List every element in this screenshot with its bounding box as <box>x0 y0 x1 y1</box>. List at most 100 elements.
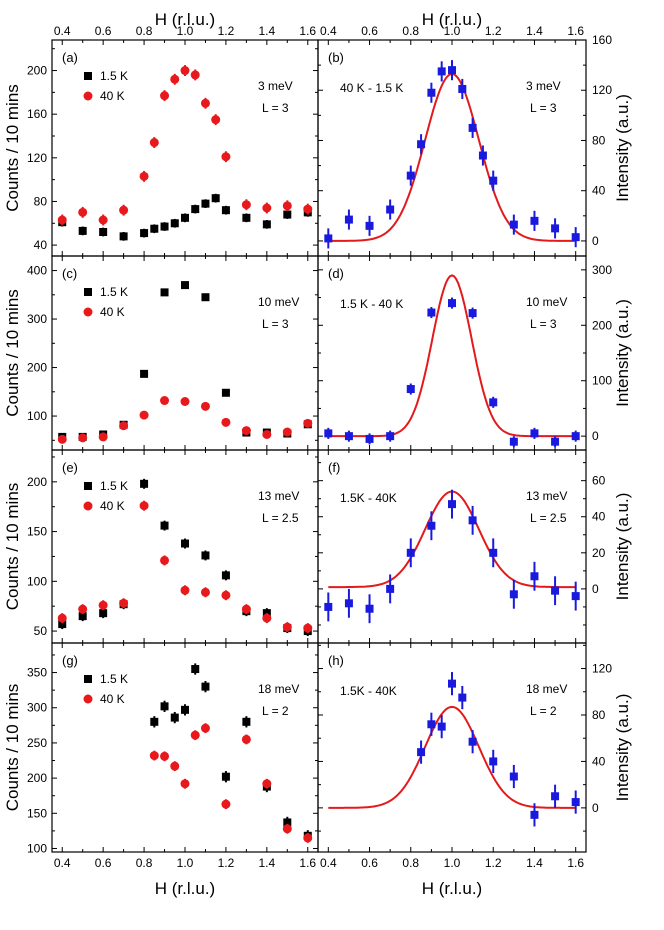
data-point <box>170 74 180 84</box>
panel-label: (c) <box>62 266 77 281</box>
l-label: L = 3 <box>530 317 557 331</box>
data-point <box>489 176 498 185</box>
y-tick-label: 150 <box>27 806 47 820</box>
data-point <box>365 604 374 613</box>
data-point <box>571 432 580 441</box>
data-point <box>149 138 159 148</box>
data-point <box>181 705 189 714</box>
y-tick-label: 100 <box>27 409 47 423</box>
data-point <box>283 818 292 827</box>
top-tick-label: 1.2 <box>218 24 235 38</box>
panel-frame <box>317 255 587 451</box>
y-tick-label: 20 <box>592 546 606 560</box>
data-point <box>180 779 190 789</box>
l-label: L = 2 <box>530 704 557 718</box>
data-point <box>530 810 539 819</box>
data-point <box>180 585 190 595</box>
series-difference <box>324 60 580 249</box>
y-tick-label: 50 <box>34 624 48 638</box>
y-tick-label: 300 <box>27 701 47 715</box>
data-point <box>221 772 230 781</box>
right-axis-label: Intensity (a.u.) <box>613 94 632 202</box>
data-point <box>140 369 149 378</box>
data-point <box>98 215 108 225</box>
bottom-tick-label: 1.0 <box>444 856 461 870</box>
top-tick-label: 1.2 <box>485 24 502 38</box>
right-axis-label: Intensity (a.u.) <box>613 299 632 407</box>
data-point <box>551 792 560 801</box>
top-tick-label: 0.8 <box>136 24 153 38</box>
series-40-k <box>149 723 313 843</box>
y-tick-label: 80 <box>592 708 606 722</box>
l-label: L = 3 <box>262 317 289 331</box>
bottom-tick-label: 1.4 <box>259 856 276 870</box>
y-tick-label: 100 <box>27 574 47 588</box>
panel-label: (e) <box>62 460 78 475</box>
data-point <box>241 200 251 210</box>
panel-g: 0.4 0.6 0.8 1.0 1.2 1.4 1.6 100 150 200 250 300 350 C… <box>3 642 319 870</box>
data-point <box>139 171 149 181</box>
data-point <box>221 152 231 162</box>
data-point <box>99 609 108 618</box>
series-difference <box>417 672 580 827</box>
y-tick-label: 100 <box>27 841 47 855</box>
data-point <box>262 203 272 213</box>
data-point <box>509 437 518 446</box>
data-point <box>448 299 456 308</box>
data-point <box>160 555 170 565</box>
panel-label: (g) <box>62 653 78 668</box>
data-point <box>211 115 221 125</box>
data-point <box>170 713 179 722</box>
top-tick-label: 1.6 <box>567 24 584 38</box>
legend-marker <box>84 482 92 490</box>
bottom-tick-label: 0.8 <box>402 856 419 870</box>
y-tick-label: 40 <box>592 184 606 198</box>
data-point <box>365 434 374 443</box>
data-point <box>200 587 210 597</box>
data-point <box>242 717 251 726</box>
y-tick-label: 0 <box>592 582 599 596</box>
top-tick-label: 0.6 <box>361 24 378 38</box>
difference-label: 1.5K - 40K <box>340 491 397 505</box>
data-point <box>571 233 580 242</box>
data-point <box>98 600 108 610</box>
data-point <box>468 309 477 318</box>
data-point <box>509 772 518 781</box>
data-point <box>180 66 190 76</box>
right-axis-label: Intensity (a.u.) <box>613 493 632 601</box>
panel-label: (d) <box>328 266 344 281</box>
y-tick-label: 0 <box>592 429 599 443</box>
top-tick-label: 1.4 <box>526 24 543 38</box>
data-point <box>386 584 395 593</box>
data-point <box>221 206 230 215</box>
data-point <box>386 432 395 441</box>
data-point <box>78 604 88 614</box>
data-point <box>365 221 374 230</box>
data-point <box>417 140 426 149</box>
energy-label: 18 meV <box>258 682 299 696</box>
y-tick-label: 200 <box>27 475 47 489</box>
y-tick-label: 200 <box>27 771 47 785</box>
data-point <box>406 385 415 394</box>
data-point <box>551 586 560 595</box>
y-tick-label: 160 <box>27 107 47 121</box>
left-axis-label: Counts / 10 mins <box>3 684 22 812</box>
data-point <box>242 213 251 222</box>
y-tick-label: 200 <box>27 361 47 375</box>
data-point <box>119 598 129 608</box>
data-point <box>406 171 415 180</box>
bottom-axis-label: H (r.l.u.) <box>155 879 215 898</box>
panel-d: 0 100 200 300 Intensity (a.u.) (d) 10 meV L = 3… <box>317 255 632 451</box>
energy-label: 3 meV <box>258 79 293 93</box>
l-label: L = 2.5 <box>530 511 567 525</box>
data-point <box>571 798 580 807</box>
difference-label: 40 K - 1.5 K <box>340 81 403 95</box>
data-point <box>221 388 230 397</box>
y-tick-label: 60 <box>592 474 606 488</box>
data-point <box>262 429 272 439</box>
data-point <box>170 761 180 771</box>
data-point <box>437 722 446 731</box>
l-label: L = 3 <box>530 101 557 115</box>
y-tick-label: 120 <box>592 662 612 676</box>
